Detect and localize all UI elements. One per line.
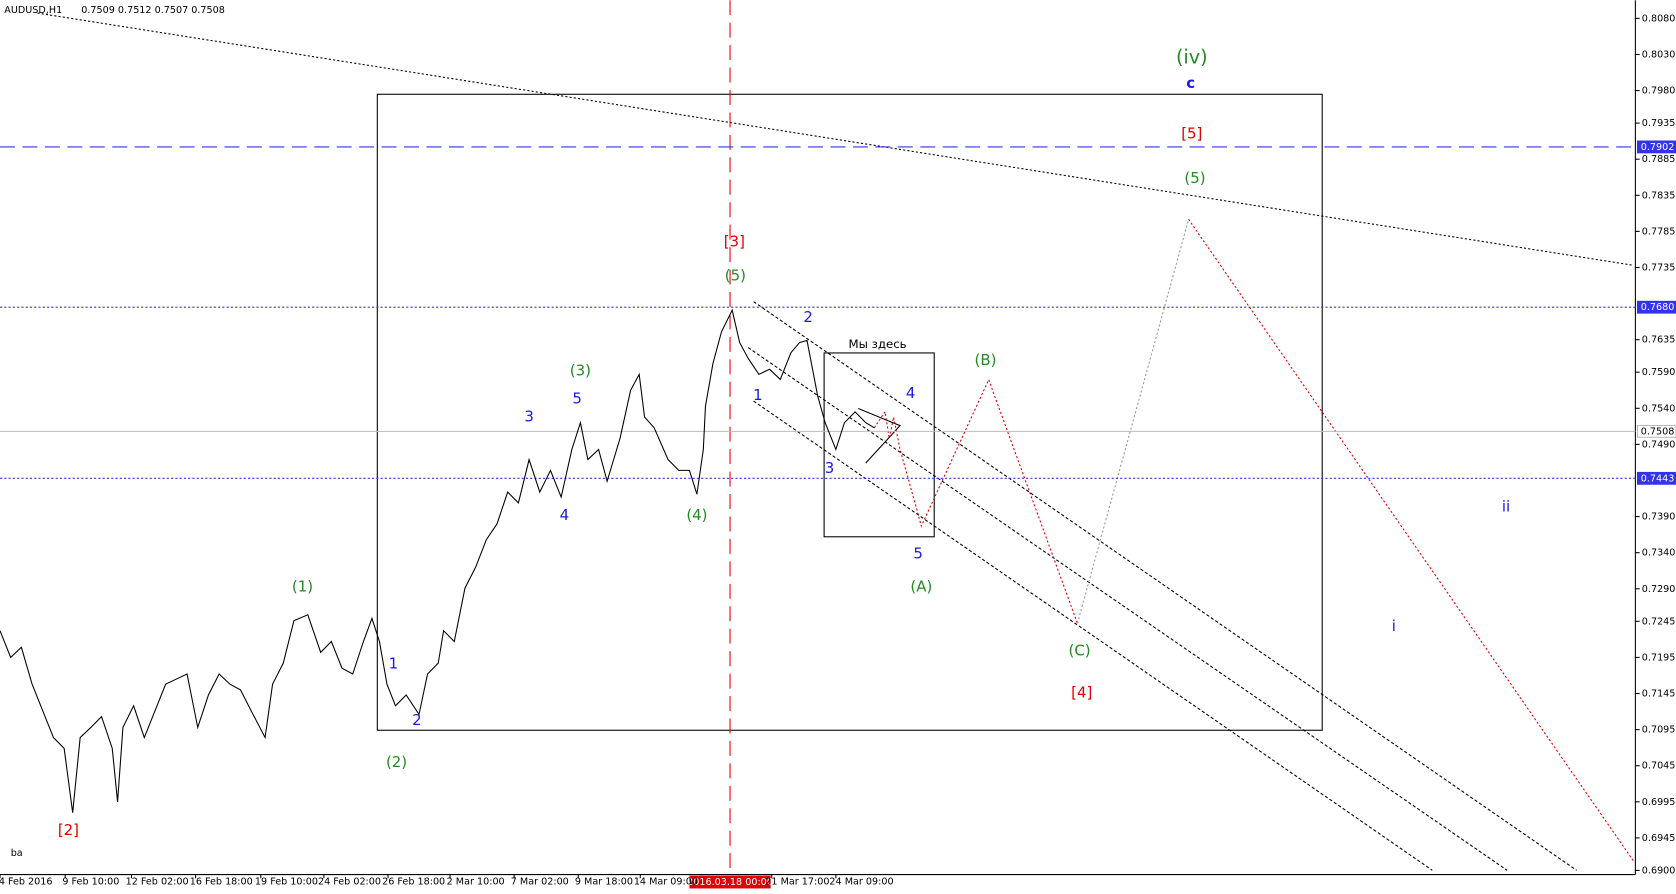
y-tick-label: 0.7045: [1642, 761, 1676, 772]
wave-label: 1: [389, 654, 399, 672]
wave-label: 1: [753, 386, 763, 404]
level-label: 0.7902: [1641, 142, 1675, 153]
price-line: [0, 308, 875, 813]
wave-label: 4: [906, 384, 916, 402]
wave-label: 5: [913, 544, 923, 562]
wave-label: (A): [910, 578, 932, 596]
level-label-bg: [1636, 300, 1676, 314]
quote: 0.7509 0.7512 0.7507 0.7508: [81, 5, 225, 16]
wave-label: 2: [412, 711, 422, 729]
wave-label: (iv): [1176, 45, 1208, 68]
wave-label: (1): [292, 578, 313, 596]
here-box: [823, 352, 935, 538]
x-tick-label: 9 Feb 10:00: [62, 876, 119, 887]
wave-label: 3: [524, 408, 534, 426]
symbol: AUDUSD,H1: [4, 5, 62, 16]
y-tick-label: 0.7245: [1642, 616, 1676, 627]
y-tick-label: 0.7290: [1642, 584, 1676, 595]
wave-label: ii: [1502, 497, 1510, 515]
wave-label: 4: [560, 506, 570, 524]
x-tick-label: 7 Mar 02:00: [511, 876, 569, 887]
y-tick-label: 0.7095: [1642, 725, 1676, 736]
cursor-label-bg: [689, 875, 771, 889]
x-tick-label: 16 Feb 18:00: [190, 876, 253, 887]
y-tick-label: 0.6995: [1642, 797, 1676, 808]
wave-label: (4): [686, 506, 707, 524]
y-tick-label: 0.7885: [1642, 154, 1676, 165]
level-label-bg: [1636, 424, 1676, 438]
y-tick-label: 0.7980: [1642, 86, 1676, 97]
wave-label: 5: [572, 389, 582, 407]
trendline: [37, 12, 1634, 266]
wave-label: (3): [570, 362, 591, 380]
channel-line: [753, 400, 1433, 871]
wave-label: (5): [1184, 169, 1205, 187]
wave-label: (B): [975, 351, 997, 369]
y-tick-label: 0.6900: [1642, 865, 1676, 876]
x-tick-label: 9 Mar 18:00: [575, 876, 633, 887]
y-tick-label: 0.8030: [1642, 49, 1676, 60]
corner-label: ba: [11, 848, 23, 859]
level-label-bg: [1636, 140, 1676, 154]
channel-line: [753, 301, 1577, 871]
wave-label: i: [1392, 617, 1396, 635]
triangle: [858, 408, 901, 464]
cursor-label: 2016.03.18 00:00: [687, 877, 773, 888]
y-tick-label: 0.6945: [1642, 833, 1676, 844]
level-label: 0.7443: [1641, 473, 1675, 484]
wave-label: (5): [725, 266, 746, 284]
x-tick-label: 14 Mar 09:00: [634, 876, 698, 887]
x-tick-label: 24 Feb 02:00: [318, 876, 381, 887]
y-tick-label: 0.8080: [1642, 13, 1676, 24]
y-tick-label: 0.7540: [1642, 403, 1676, 414]
x-tick-label: 26 Feb 18:00: [382, 876, 445, 887]
wave-label: [5]: [1181, 124, 1202, 142]
wave-label: [3]: [724, 232, 745, 250]
level-label: 0.7680: [1641, 302, 1675, 313]
y-tick-label: 0.7390: [1642, 512, 1676, 523]
x-tick-label: 24 Mar 09:00: [829, 876, 893, 887]
region-box: [376, 93, 1323, 731]
channel-line: [747, 347, 1508, 871]
y-tick-label: 0.7835: [1642, 190, 1676, 201]
y-tick-label: 0.7145: [1642, 689, 1676, 700]
y-tick-label: 0.7340: [1642, 548, 1676, 559]
drawings: [0, 0, 1636, 876]
x-tick-label: 4 Feb 2016: [0, 876, 53, 887]
projection: [1076, 219, 1190, 624]
level-label: 0.7508: [1641, 426, 1675, 437]
wave-label: 3: [825, 459, 835, 477]
wave-label: (C): [1069, 642, 1091, 660]
box-label: Мы здесь: [848, 337, 906, 351]
x-tick-label: 12 Feb 02:00: [126, 876, 189, 887]
wave-label: 2: [803, 308, 813, 326]
y-tick-label: 0.7590: [1642, 367, 1676, 378]
wave-label: [2]: [58, 821, 79, 839]
level-label-bg: [1636, 471, 1676, 485]
y-tick-label: 0.7635: [1642, 335, 1676, 346]
y-tick-label: 0.7735: [1642, 262, 1676, 273]
wave-label: (2): [386, 753, 407, 771]
x-tick-label: 2 Mar 10:00: [447, 876, 505, 887]
wave-label: c: [1186, 74, 1195, 92]
projection: [873, 378, 1078, 624]
y-tick-label: 0.7935: [1642, 118, 1676, 129]
x-tick-label: 21 Mar 17:00: [765, 876, 829, 887]
x-tick-label: 19 Feb 10:00: [255, 876, 318, 887]
projection: [1188, 219, 1634, 861]
y-tick-label: 0.7195: [1642, 652, 1676, 663]
y-tick-label: 0.7490: [1642, 439, 1676, 450]
y-tick-label: 0.7785: [1642, 226, 1676, 237]
wave-label: [4]: [1071, 683, 1092, 701]
